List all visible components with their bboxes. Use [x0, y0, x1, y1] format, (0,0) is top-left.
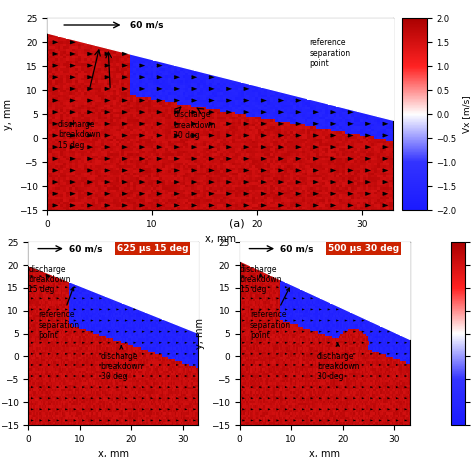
Text: reference
separation
point: reference separation point — [250, 288, 291, 340]
Text: discharge
breakdown
30 deg: discharge breakdown 30 deg — [100, 345, 143, 381]
Text: discharge
breakdown
30 deg: discharge breakdown 30 deg — [317, 343, 359, 381]
Y-axis label: Vx [m/s]: Vx [m/s] — [462, 96, 471, 133]
Text: reference
separation
point: reference separation point — [282, 38, 350, 88]
Text: discharge
breakdown
15 deg: discharge breakdown 15 deg — [28, 265, 71, 294]
Text: discharge
breakdown
30 deg: discharge breakdown 30 deg — [173, 111, 216, 140]
Text: (a): (a) — [229, 218, 245, 228]
Text: 625 μs 15 deg: 625 μs 15 deg — [117, 244, 188, 253]
Text: reference
separation
point: reference separation point — [39, 287, 80, 340]
Text: 60 m/s: 60 m/s — [69, 244, 103, 253]
Text: discharge
breakdown
15 deg: discharge breakdown 15 deg — [240, 265, 282, 294]
X-axis label: x, mm: x, mm — [309, 449, 340, 457]
Y-axis label: y, mm: y, mm — [3, 99, 13, 130]
Y-axis label: y, mm: y, mm — [195, 318, 205, 349]
X-axis label: x, mm: x, mm — [205, 234, 236, 244]
Text: 60 m/s: 60 m/s — [130, 21, 164, 30]
Text: discharge
breakdown
15 deg: discharge breakdown 15 deg — [58, 120, 100, 150]
Text: 500 μs 30 deg: 500 μs 30 deg — [328, 244, 399, 253]
X-axis label: x, mm: x, mm — [98, 449, 129, 457]
Text: 60 m/s: 60 m/s — [281, 244, 314, 253]
